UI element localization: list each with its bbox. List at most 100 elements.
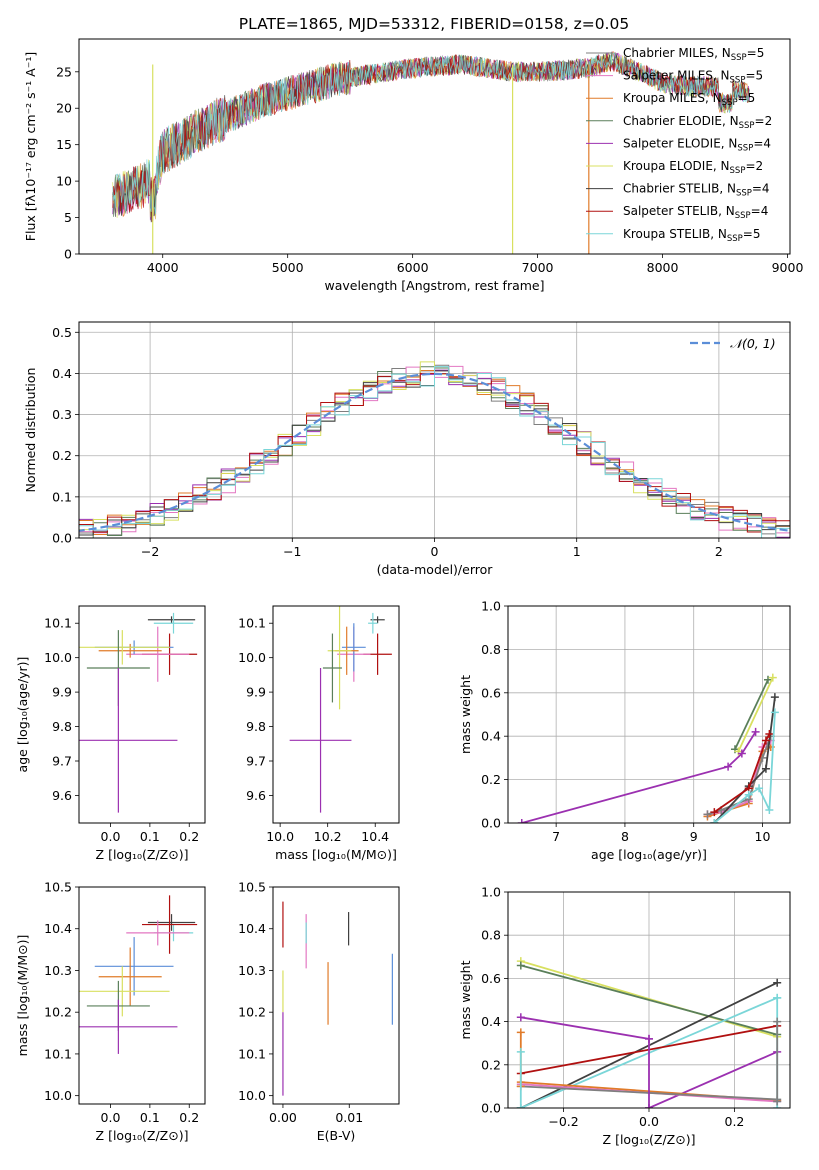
legend-main: Chabrier MILES, N: [623, 46, 731, 60]
massweight_vs_age-series-line: [734, 679, 769, 750]
age_vs_mass-ytick-label: 10.1: [238, 616, 266, 631]
age_vs_Z-ylabel: age [log₁₀(age/yr)]: [15, 657, 30, 773]
mass_vs_ebv-ytick-label: 10.3: [238, 963, 266, 978]
spectrum-series-line: [112, 52, 750, 214]
mass_vs_ebv-xtick-label: 0.00: [269, 1110, 297, 1125]
legend-tail: =2: [745, 159, 763, 173]
massweight_vs_Z-ytick-label: 0.6: [481, 971, 501, 986]
spectrum-ytick-label: 25: [56, 64, 72, 79]
legend-tail: =5: [743, 227, 761, 241]
spectrum-ytick-label: 5: [64, 210, 72, 225]
massweight_vs_Z-ytick-label: 0.0: [481, 1101, 501, 1116]
massweight_vs_Z-frame: [507, 891, 791, 1109]
massweight_vs_age-series-line: [521, 731, 757, 823]
spectrum-legend-label: Chabrier MILES, NSSP=5: [623, 46, 764, 63]
spectrum-panel: 4000 5000 6000 7000 8000 9000 0 5 10 15 20 25 wavele…: [23, 38, 804, 293]
residuals-xlabel: (data-model)/error: [377, 562, 494, 577]
legend-sub: SSP: [730, 76, 746, 86]
massweight_vs_Z-marker: [773, 978, 782, 987]
massweight_vs_Z-series-line: [520, 1016, 650, 1040]
spectrum-legend-label: Kroupa ELODIE, NSSP=2: [623, 159, 763, 176]
age_vs_Z-ytick-label: 10.1: [44, 616, 72, 631]
age_vs_mass-ytick-label: 10.0: [238, 650, 266, 665]
massweight_vs_age-series-line: [713, 696, 776, 823]
age_vs_Z-xlabel: Z [log₁₀(Z/Z⊙)]: [96, 847, 189, 862]
massweight_vs_age-ytick-label: 0.0: [481, 816, 501, 831]
massweight_vs_age-marker: [755, 784, 764, 793]
legend-tail: =5: [747, 46, 765, 60]
massweight_vs_age-ytick-label: 0.4: [481, 729, 501, 744]
massweight_vs_age-marker: [765, 730, 774, 739]
massweight_vs_Z-marks: [516, 957, 782, 1108]
mass_vs_ebv-frame: [272, 886, 400, 1105]
residuals-xtick-label: −1: [283, 544, 301, 559]
massweight_vs_Z-marker: [516, 1104, 525, 1108]
legend-main: Kroupa MILES, N: [623, 91, 722, 105]
legend-sub: SSP: [730, 166, 746, 176]
massweight_vs_age-ytick-label: 0.6: [481, 685, 501, 700]
massweight_vs_Z-series-line: [520, 960, 778, 1038]
massweight_vs_Z-marker: [516, 1047, 525, 1056]
mass_vs_Z-marks: [79, 895, 198, 1054]
spectrum-xlabel: wavelength [Angstrom, rest frame]: [324, 278, 544, 293]
mass_vs_ebv-xtick-label: 0.01: [335, 1110, 363, 1125]
age_vs_mass-xtick-label: 10.2: [314, 829, 342, 844]
legend-tail: =5: [738, 91, 756, 105]
massweight_vs_age-marker: [703, 810, 712, 819]
legend-sub: SSP: [736, 189, 752, 199]
spectrum-legend-label: Salpeter ELODIE, NSSP=4: [623, 136, 771, 153]
massweight_vs_age-marker: [710, 808, 719, 817]
massweight_vs_age-marks: [517, 673, 779, 823]
massweight_vs_age-frame: [507, 605, 791, 824]
massweight_vs_Z-xtick-label: 0.0: [639, 1114, 659, 1129]
gaussian-legend-label: 𝒩(0, 1): [730, 336, 776, 351]
massweight_vs_age-ytick-label: 0.2: [481, 772, 501, 787]
figure-title: PLATE=1865, MJD=53312, FIBERID=0158, z=0…: [239, 15, 629, 33]
massweight_vs_Z-marker: [516, 1013, 525, 1022]
legend-main: Salpeter MILES, N: [623, 69, 730, 83]
legend-sub: SSP: [735, 211, 751, 221]
spectrum-legend-label: Chabrier ELODIE, NSSP=2: [623, 114, 772, 131]
residuals-ylabel: Normed distribution: [23, 368, 38, 493]
spectrum-legend-label: Kroupa STELIB, NSSP=5: [623, 227, 761, 244]
residuals-panel: −2 −1 0 1 2 0.0 0.1 0.2 0.3 0.4 0.5 (data-model)/er…: [23, 321, 791, 577]
spectrum-legend-label: Chabrier STELIB, NSSP=4: [623, 182, 770, 199]
spectrum-xtick-label: 7000: [522, 260, 554, 275]
massweight_vs_age-marker: [710, 819, 719, 823]
massweight_vs_Z-ylabel: mass weight: [458, 960, 473, 1039]
mass_vs_Z-ytick-label: 10.4: [44, 921, 72, 936]
spectrum-ytick-label: 20: [56, 101, 72, 116]
age_vs_mass-ytick-label: 9.9: [246, 685, 266, 700]
spectrum-xtick-label: 9000: [772, 260, 804, 275]
mass_vs_ebv-ytick-label: 10.1: [238, 1046, 266, 1061]
age_vs_mass-frame: [272, 605, 400, 824]
massweight_vs_Z-series-line: [648, 1050, 778, 1108]
spectrum-legend-label: Kroupa MILES, NSSP=5: [623, 91, 755, 108]
mass_vs_Z-ytick-label: 10.2: [44, 1005, 72, 1020]
age_vs_mass-marks: [289, 606, 392, 813]
residuals-xtick-label: −2: [141, 544, 159, 559]
age_vs_mass-xtick-label: 10.4: [361, 829, 389, 844]
legend-main: Salpeter STELIB, N: [623, 204, 735, 218]
massweight_vs_age-xtick-label: 9: [690, 829, 698, 844]
spectrum-xtick-label: 4000: [147, 260, 179, 275]
massweight_vs_age-marker: [517, 819, 526, 823]
age_vs_Z-xtick-label: 0.1: [140, 829, 160, 844]
legend-main: Salpeter ELODIE, N: [623, 136, 737, 150]
age_vs_mass-ytick-label: 9.6: [246, 788, 266, 803]
residuals-marks: [79, 361, 790, 538]
residuals-ytick-label: 0.4: [52, 366, 72, 381]
age_vs_Z-xtick-label: 0.2: [179, 829, 199, 844]
age_vs_Z-xtick-label: 0.0: [101, 829, 121, 844]
massweight_vs_Z-series-line: [520, 964, 778, 1036]
legend-main: Chabrier STELIB, N: [623, 182, 736, 196]
legend-main: Chabrier ELODIE, N: [623, 114, 739, 128]
residuals-ytick-label: 0.0: [52, 531, 72, 546]
legend-tail: =4: [753, 136, 771, 150]
massweight_vs_Z-marker: [645, 1104, 653, 1108]
massweight_vs_age-xtick-label: 10: [755, 829, 771, 844]
massweight_vs_age-marker: [765, 805, 774, 814]
mass_vs_Z-xtick-label: 0.0: [101, 1110, 121, 1125]
residuals-xtick-label: 0: [431, 544, 439, 559]
mass_vs_Z-ytick-label: 10.3: [44, 963, 72, 978]
